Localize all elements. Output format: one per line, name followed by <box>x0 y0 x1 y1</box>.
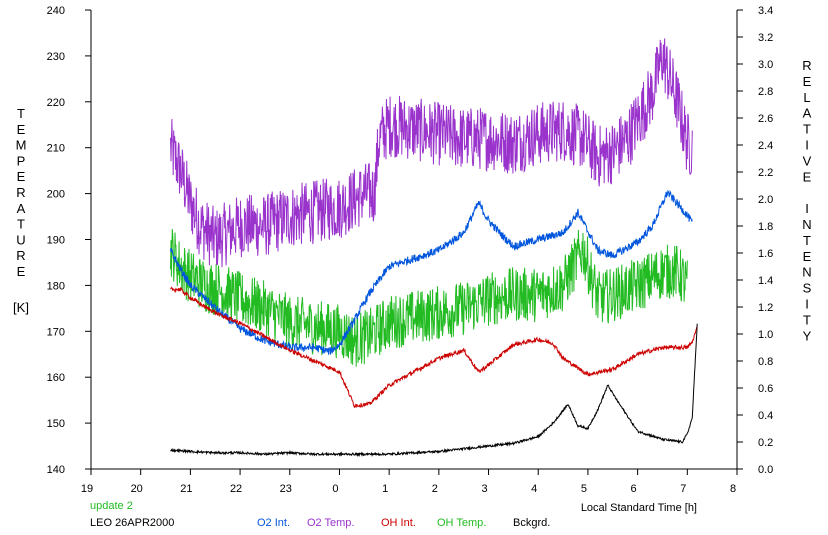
axis-label-letter: E <box>803 169 812 184</box>
left-tick-label: 220 <box>47 97 65 109</box>
right-tick-label: 3.0 <box>758 59 773 71</box>
right-tick-label: 0.0 <box>758 464 773 476</box>
axis-label-letter: I <box>805 201 809 216</box>
axis-label-letter: T <box>17 106 25 121</box>
x-tick-label: 3 <box>481 483 487 495</box>
x-axis-title: Local Standard Time [h] <box>581 502 697 514</box>
x-tick-label: 21 <box>180 483 192 495</box>
axis-label-letter: N <box>802 217 811 232</box>
left-tick-label: 190 <box>47 235 65 247</box>
axis-label-letter: U <box>16 232 25 247</box>
left-tick-label: 210 <box>47 143 65 155</box>
axis-label-letter: E <box>803 74 812 89</box>
right-tick-label: 0.4 <box>758 410 773 422</box>
axis-label-letter: L <box>803 90 810 105</box>
axis-label-letter: M <box>16 138 27 153</box>
left-tick-label: 150 <box>47 418 65 430</box>
x-tick-label: 22 <box>230 483 242 495</box>
axis-label-letter: E <box>803 249 812 264</box>
series-line-bckgrd <box>170 323 698 458</box>
axis-label-letter: E <box>17 169 26 184</box>
right-tick-label: 1.6 <box>758 248 773 260</box>
axis-label-letter: T <box>803 233 811 248</box>
legend-item-oh-int: OH Int. <box>381 517 416 529</box>
x-tick-label: 5 <box>581 483 587 495</box>
legend-item-oh-temp: OH Temp. <box>437 517 486 529</box>
right-tick-label: 2.2 <box>758 167 773 179</box>
right-tick-label: 3.2 <box>758 32 773 44</box>
left-tick-label: 160 <box>47 372 65 384</box>
series-lines <box>170 38 698 458</box>
x-tick-label: 1 <box>382 483 388 495</box>
left-tick-label: 200 <box>47 189 65 201</box>
axis-label-letter: A <box>803 106 812 121</box>
axis-label-letter: I <box>805 297 809 312</box>
right-tick-label: 1.4 <box>758 275 773 287</box>
axis-label-letter: Y <box>803 328 812 343</box>
axis-label-letter: T <box>803 122 811 137</box>
legend-item-o2-int: O2 Int. <box>257 517 290 529</box>
x-tick-label: 20 <box>131 483 143 495</box>
right-tick-label: 2.0 <box>758 194 773 206</box>
right-tick-label: 0.6 <box>758 383 773 395</box>
legend: O2 Int. O2 Temp. OH Int. OH Temp. Bckgrd. <box>257 517 550 529</box>
left-tick-label: 180 <box>47 280 65 292</box>
axis-label-letter: V <box>803 153 812 168</box>
date-annotation: LEO 26APR2000 <box>90 517 174 529</box>
x-tick-label: 23 <box>280 483 292 495</box>
axis-label-letter: T <box>803 312 811 327</box>
x-axis-ticks: 19 20 21 22 23 0 1 2 3 4 5 6 7 8 <box>81 469 738 495</box>
right-tick-label: 2.4 <box>758 140 773 152</box>
axis-label-letter: E <box>17 122 26 137</box>
left-tick-label: 140 <box>47 464 65 476</box>
x-tick-label: 7 <box>680 483 686 495</box>
axis-label-letter: R <box>16 185 25 200</box>
axis-label-letter: I <box>805 138 809 153</box>
axis-label-letter: R <box>16 248 25 263</box>
right-tick-label: 1.0 <box>758 329 773 341</box>
axis-label-letter: E <box>17 264 26 279</box>
right-tick-label: 1.2 <box>758 302 773 314</box>
right-axis-ticks: 0.0 0.2 0.4 0.6 0.8 1.0 1.2 1.4 1.6 1.8 2.0 2.2 2.4 2… <box>737 5 773 476</box>
right-tick-label: 2.8 <box>758 86 773 98</box>
series-line-o2-int <box>170 189 693 355</box>
left-axis-unit: [K] <box>13 300 29 315</box>
left-tick-label: 170 <box>47 326 65 338</box>
left-tick-label: 240 <box>47 5 65 17</box>
series-line-oh-temp <box>170 228 688 367</box>
axis-label-letter: A <box>17 201 26 216</box>
x-tick-label: 0 <box>332 483 338 495</box>
x-tick-label: 8 <box>730 483 736 495</box>
legend-item-bckgrd: Bckgrd. <box>513 517 550 529</box>
right-tick-label: 1.8 <box>758 221 773 233</box>
x-tick-label: 6 <box>631 483 637 495</box>
axis-label-letter: N <box>802 265 811 280</box>
axis-label-letter: R <box>802 58 811 73</box>
x-tick-label: 4 <box>531 483 537 495</box>
series-line-o2-temp <box>170 38 693 268</box>
axis-label-letter: T <box>17 217 25 232</box>
right-tick-label: 3.4 <box>758 5 773 17</box>
right-tick-label: 0.2 <box>758 437 773 449</box>
left-axis-ticks: 140 150 160 170 180 190 200 210 220 230 240 <box>47 5 91 476</box>
legend-item-o2-temp: O2 Temp. <box>307 517 355 529</box>
x-tick-label: 19 <box>81 483 93 495</box>
update-annotation: update 2 <box>90 500 133 512</box>
right-tick-label: 2.6 <box>758 113 773 125</box>
axis-label-letter: P <box>17 153 26 168</box>
x-tick-label: 2 <box>432 483 438 495</box>
left-tick-label: 230 <box>47 51 65 63</box>
axis-label-letter: S <box>803 281 812 296</box>
series-line-oh-int <box>170 286 698 409</box>
right-tick-label: 0.8 <box>758 356 773 368</box>
